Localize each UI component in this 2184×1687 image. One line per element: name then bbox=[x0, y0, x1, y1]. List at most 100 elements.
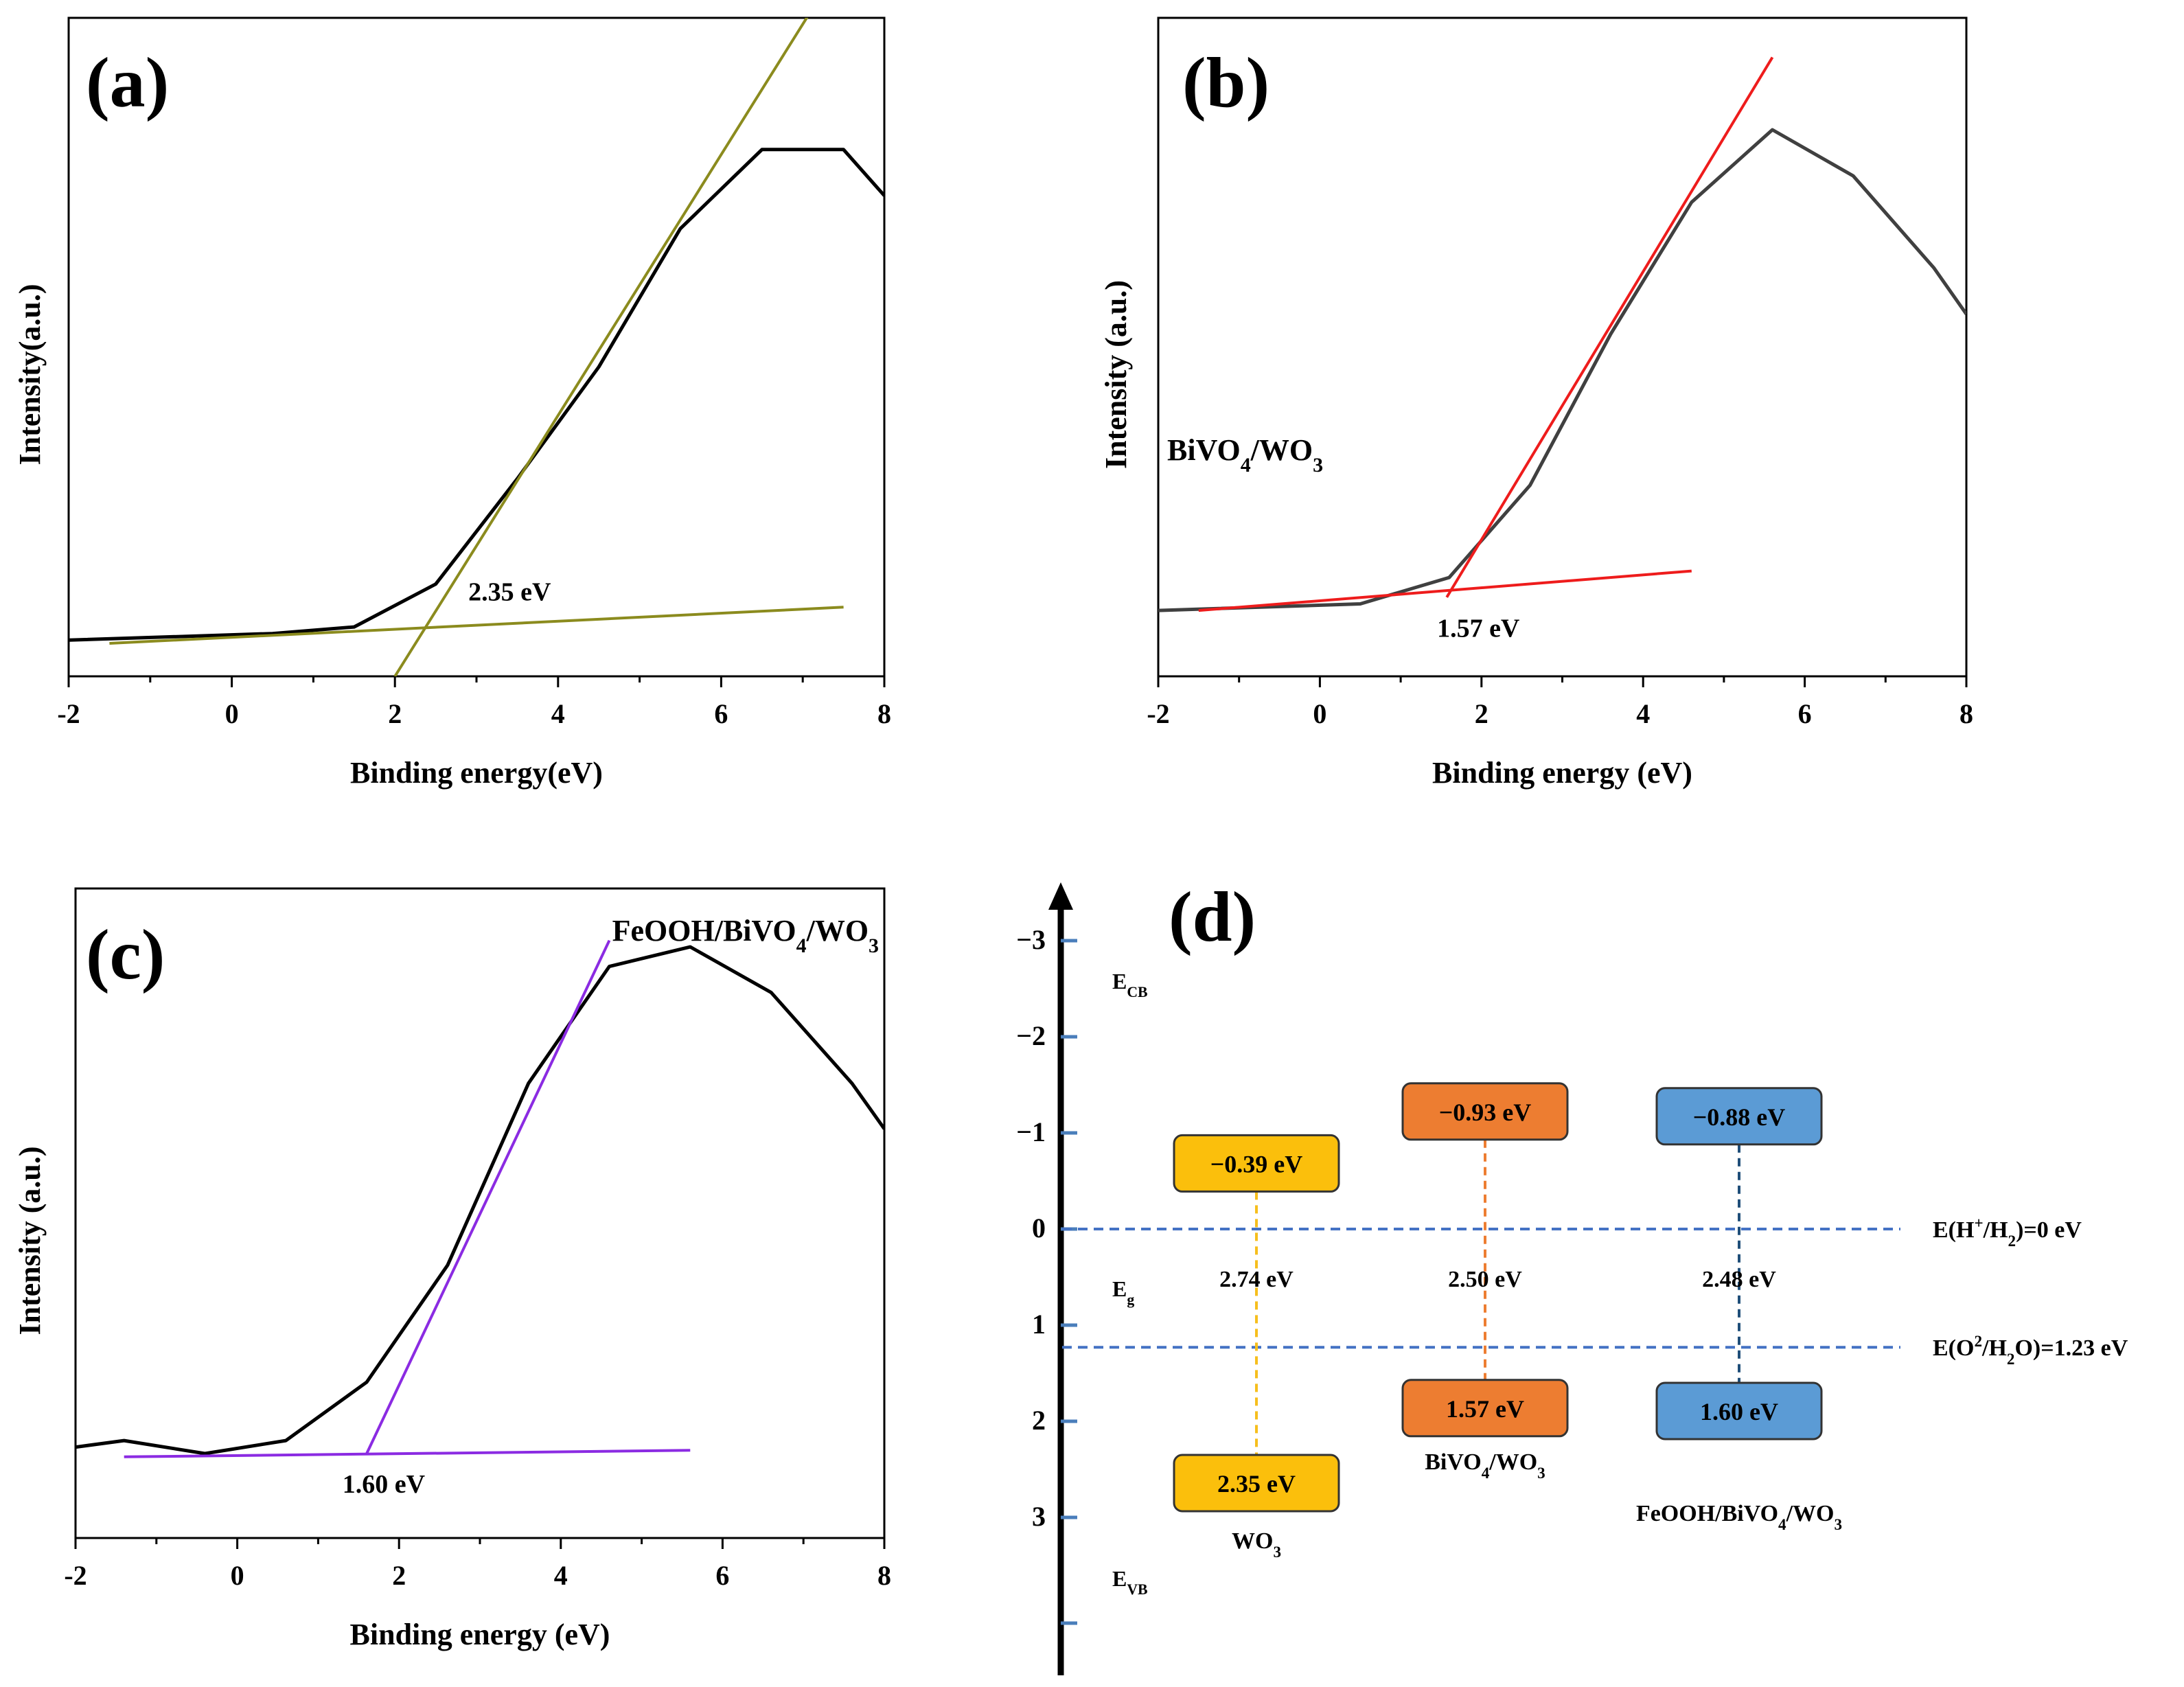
x-tick-label: 8 bbox=[877, 698, 891, 729]
reference-label-part: /H bbox=[1983, 1217, 2008, 1243]
series-baseline-fit bbox=[1198, 569, 1692, 612]
reference-label-part: E(H bbox=[1933, 1217, 1974, 1243]
plot-frame bbox=[1157, 16, 1968, 678]
x-tick-label: 0 bbox=[1313, 698, 1326, 729]
panel-letter: (a) bbox=[86, 43, 169, 122]
material-name: BiVO4/WO3 bbox=[1425, 1449, 1545, 1482]
reference-label-part: 2 bbox=[2008, 1232, 2016, 1250]
band-gap-label: 2.74 eV bbox=[1219, 1267, 1294, 1292]
energy-tick-label: 2 bbox=[1032, 1405, 1046, 1436]
sample-label: FeOOH/BiVO4/WO3 bbox=[612, 914, 879, 957]
reference-label-part: 2 bbox=[1974, 1333, 1982, 1351]
bandgap-annotation: 1.60 eV bbox=[343, 1470, 426, 1499]
energy-tick-label: −2 bbox=[1016, 1020, 1046, 1051]
material-1: −0.93 eV 1.57 eV 2.50 eV BiVO4/WO3 bbox=[1401, 1082, 1569, 1482]
series-spectrum bbox=[1158, 128, 1966, 612]
band-gap-label: 2.50 eV bbox=[1448, 1267, 1522, 1292]
xps-panel-a: -2 0 2 4 6 8 2.35 eV (a) Binding energy(eV) Inten… bbox=[13, 16, 891, 790]
x-tick-label: -2 bbox=[1147, 698, 1169, 729]
x-axis-title: Binding energy (eV) bbox=[350, 1618, 610, 1651]
valence-band-box bbox=[1173, 1454, 1340, 1513]
x-tick-label: 4 bbox=[551, 698, 565, 729]
x-axis-title: Binding energy (eV) bbox=[1432, 756, 1692, 790]
series-edge-fit bbox=[1445, 56, 1774, 598]
reference-label-part: O)=1.23 eV bbox=[2014, 1335, 2128, 1361]
valence-band-label: 1.60 eV bbox=[1700, 1398, 1778, 1425]
series-edge-fit bbox=[365, 939, 611, 1454]
x-tick-label: 4 bbox=[554, 1560, 568, 1591]
sample-label-part: /WO bbox=[806, 914, 869, 948]
valence-band-label: 2.35 eV bbox=[1217, 1470, 1296, 1497]
material-name-part: 4 bbox=[1482, 1465, 1490, 1482]
evb-label-part: E bbox=[1112, 1566, 1127, 1591]
x-tick-label: 2 bbox=[1475, 698, 1488, 729]
x-tick-label: 2 bbox=[388, 698, 402, 729]
x-tick-label: 6 bbox=[715, 1560, 729, 1591]
conduction-band-label: −0.88 eV bbox=[1693, 1103, 1786, 1131]
material-name-part: 3 bbox=[1537, 1465, 1545, 1482]
material-name: FeOOH/BiVO4/WO3 bbox=[1636, 1501, 1842, 1534]
ecb-label-part: E bbox=[1112, 969, 1127, 994]
energy-tick-label: 3 bbox=[1032, 1501, 1046, 1532]
x-tick-label: 6 bbox=[714, 698, 728, 729]
evb-label: EVB bbox=[1112, 1566, 1148, 1598]
reference-label-part: + bbox=[1974, 1215, 1983, 1232]
energy-tick-label: 0 bbox=[1032, 1213, 1046, 1243]
material-name-part: BiVO bbox=[1425, 1449, 1481, 1475]
panel-letter: (c) bbox=[86, 915, 165, 994]
ecb-label-part: CB bbox=[1127, 984, 1147, 1000]
reference-label: E(H+/H2)=0 eV bbox=[1933, 1215, 2082, 1250]
conduction-band-label: −0.93 eV bbox=[1439, 1099, 1532, 1126]
energy-tick-label: −3 bbox=[1016, 924, 1046, 955]
y-axis-title: Intensity (a.u.) bbox=[1099, 280, 1133, 469]
sample-label-part: 4 bbox=[796, 934, 807, 957]
bandgap-annotation: 2.35 eV bbox=[468, 578, 551, 607]
x-tick-label: -2 bbox=[64, 1560, 87, 1591]
reference-label: E(O2/H2O)=1.23 eV bbox=[1933, 1333, 2128, 1368]
material-0: −0.39 eV 2.35 eV 2.74 eV WO3 bbox=[1173, 1134, 1340, 1561]
eg-label-part: g bbox=[1127, 1292, 1134, 1308]
x-tick-label: 4 bbox=[1636, 698, 1650, 729]
sample-label-part: 3 bbox=[869, 934, 879, 957]
sample-label-part: FeOOH/BiVO bbox=[612, 914, 796, 948]
band-gap-label: 2.48 eV bbox=[1702, 1267, 1776, 1292]
series-baseline-fit bbox=[109, 606, 844, 645]
x-tick-label: -2 bbox=[57, 698, 80, 729]
y-axis-title: Intensity(a.u.) bbox=[13, 284, 47, 465]
x-tick-label: 6 bbox=[1798, 698, 1812, 729]
x-axis-title: Binding energy(eV) bbox=[350, 756, 603, 790]
material-name-part: 4 bbox=[1778, 1516, 1786, 1534]
sample-label: BiVO4/WO3 bbox=[1167, 433, 1323, 477]
material-name-part: /WO bbox=[1786, 1501, 1835, 1526]
valence-band-label: 1.57 eV bbox=[1446, 1395, 1524, 1423]
material-name-part: 3 bbox=[1835, 1516, 1843, 1534]
x-tick-label: 0 bbox=[231, 1560, 244, 1591]
series-spectrum bbox=[69, 148, 884, 642]
series-edge-fit bbox=[393, 18, 809, 676]
xps-panel-c: -2 0 2 4 6 81.60 eV(c) FeOOH/BiVO4/WO3Binding … bbox=[13, 887, 891, 1651]
sample-label-part: BiVO bbox=[1167, 433, 1241, 467]
sample-label-part: 4 bbox=[1241, 454, 1251, 477]
conduction-band-box bbox=[1401, 1082, 1569, 1141]
reference-label-part: /H bbox=[1981, 1335, 2007, 1361]
sample-label-part: /WO bbox=[1250, 433, 1313, 467]
evb-label-part: VB bbox=[1127, 1581, 1147, 1598]
energy-tick-label: 1 bbox=[1032, 1309, 1046, 1340]
panel-letter: (b) bbox=[1182, 43, 1269, 122]
reference-label-part: E(O bbox=[1933, 1335, 1974, 1361]
y-axis-title: Intensity (a.u.) bbox=[13, 1146, 47, 1335]
material-name-part: WO bbox=[1232, 1528, 1273, 1554]
material-2: −0.88 eV 1.60 eV 2.48 eV FeOOH/BiVO4/WO3 bbox=[1636, 1087, 1842, 1534]
series-baseline-fit bbox=[124, 1449, 691, 1458]
conduction-band-box bbox=[1173, 1134, 1340, 1193]
reference-label-part: )=0 eV bbox=[2016, 1217, 2082, 1243]
ecb-label: ECB bbox=[1112, 969, 1148, 1000]
conduction-band-label: −0.39 eV bbox=[1210, 1150, 1303, 1178]
x-tick-label: 8 bbox=[877, 1560, 891, 1591]
energy-tick-label: −1 bbox=[1016, 1116, 1046, 1147]
material-name: WO3 bbox=[1232, 1528, 1281, 1561]
x-tick-label: 2 bbox=[392, 1560, 406, 1591]
